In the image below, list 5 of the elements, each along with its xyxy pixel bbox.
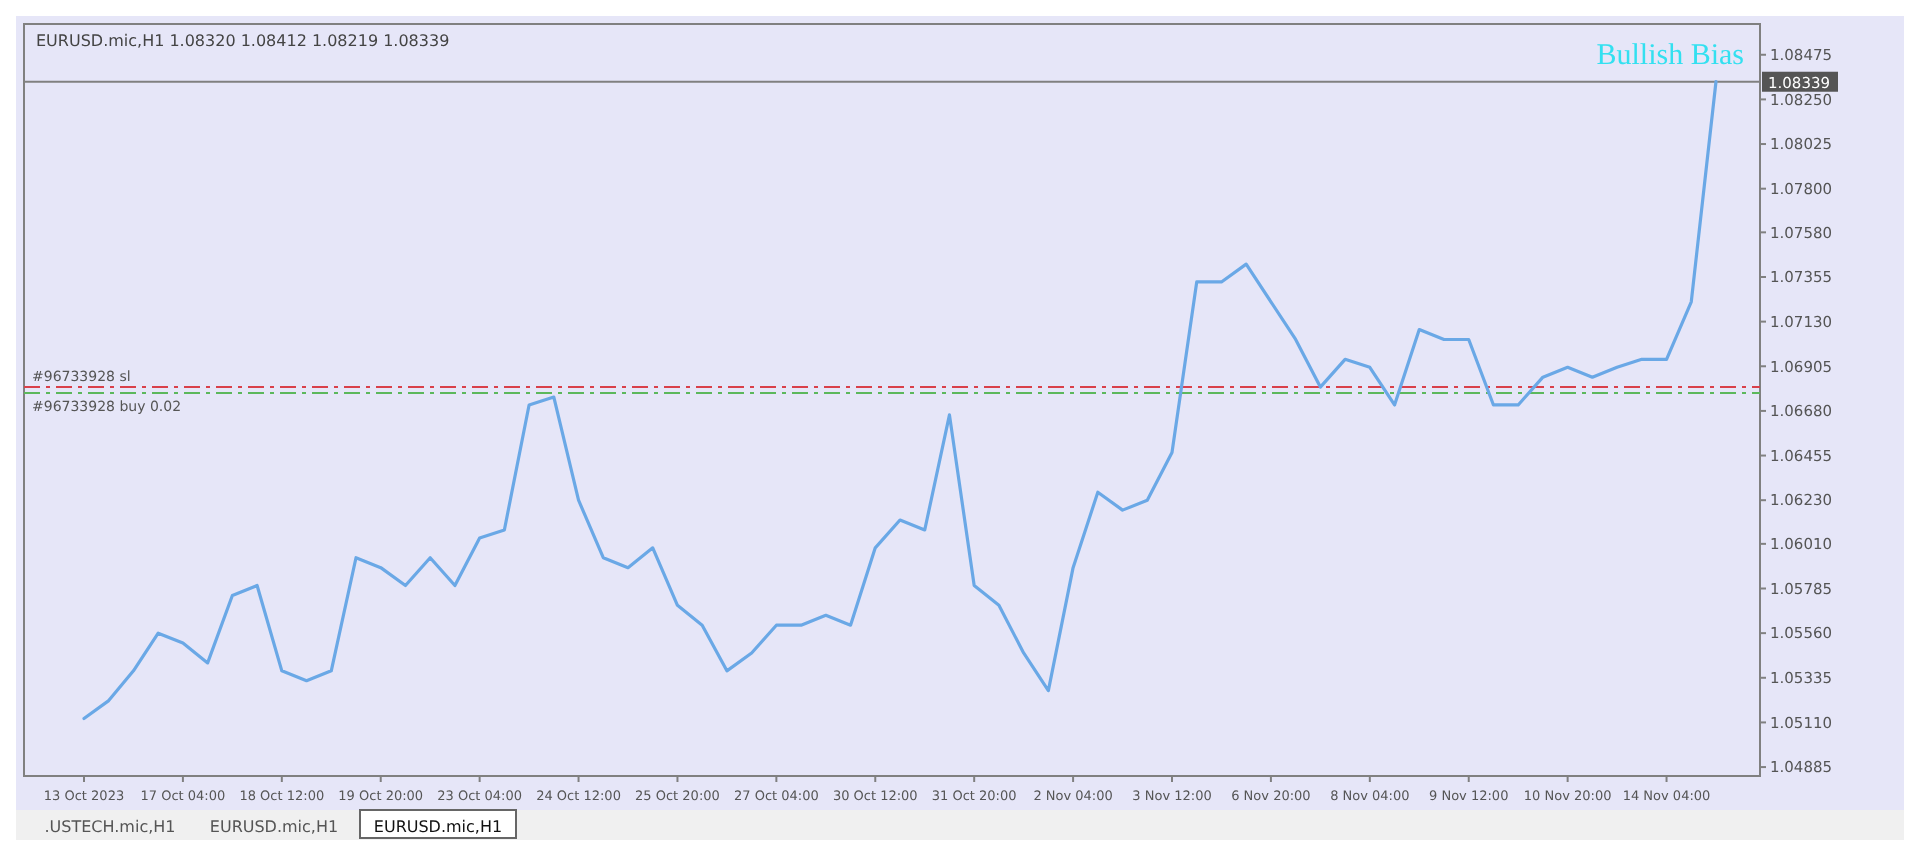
text: EURUSD.mic,H1 1.08320 1.08412 1.08219 1.08339 — [36, 32, 450, 50]
text: EURUSD.mic,H1 — [373, 818, 503, 836]
text: .USTECH.mic,H1 — [44, 818, 176, 836]
annotation: Bullish Bias — [1596, 40, 1745, 72]
text: EURUSD.mic,H1 — [209, 818, 339, 836]
